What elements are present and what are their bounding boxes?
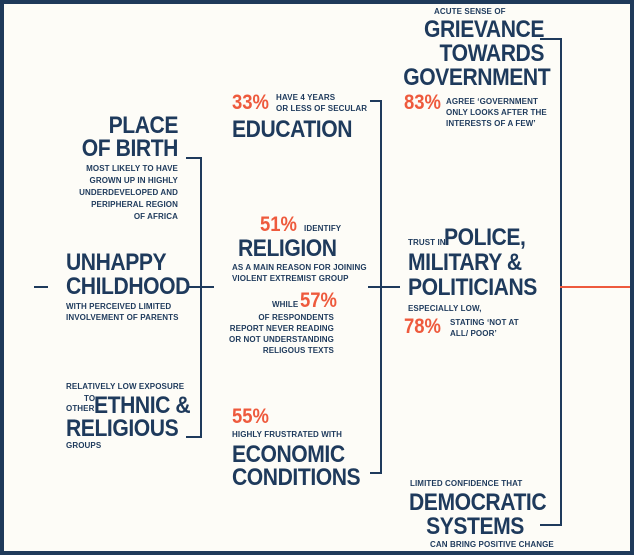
police-heading-2: MILITARY &	[408, 249, 522, 276]
religion-line2-1: OF RESPONDENTS	[258, 313, 334, 322]
connector-mid-out	[368, 286, 400, 288]
police-heading-3: POLITICIANS	[408, 274, 537, 301]
education-line-2: OR LESS OF SECULAR	[276, 104, 368, 113]
infographic-canvas: PLACE OF BIRTH MOST LIKELY TO HAVE GROWN…	[4, 4, 630, 551]
religion-line-2: VIOLENT EXTREMIST GROUP	[232, 274, 349, 283]
religion-identify: IDENTIFY	[304, 224, 342, 233]
religion-heading: RELIGION	[238, 235, 337, 262]
ethnic-to: TO	[84, 394, 96, 403]
economic-heading-2: CONDITIONS	[232, 464, 361, 491]
bracket-right-vertical	[560, 38, 562, 526]
childhood-line-1: WITH PERCEIVED LIMITED	[66, 302, 172, 311]
religion-line2-4: RELIGOUS TEXTS	[262, 346, 334, 355]
police-trust-in: TRUST IN	[408, 238, 446, 247]
ethnic-intro: RELATIVELY LOW EXPOSURE	[66, 382, 185, 391]
grievance-intro: ACUTE SENSE OF	[434, 7, 506, 16]
police-pct: 78%	[404, 315, 441, 338]
democratic-intro: LIMITED CONFIDENCE THAT	[410, 479, 523, 488]
economic-text: HIGHLY FRUSTRATED WITH	[232, 430, 343, 439]
grievance-heading-3: GOVERNMENT	[403, 64, 551, 91]
police-line-1: STATING ‘NOT AT	[450, 318, 519, 327]
place-of-birth-line-2: GROWN UP IN HIGHLY	[89, 176, 178, 185]
ethnic-heading-2: RELIGIOUS	[66, 415, 179, 442]
grievance-heading-2: TOWARDS	[439, 40, 545, 67]
religion-line-1: AS A MAIN REASON FOR JOINING	[232, 263, 367, 272]
bracket-right-bottom	[540, 524, 562, 526]
grievance-line-3: INTERESTS OF A FEW’	[446, 119, 536, 128]
childhood-line-2: INVOLVEMENT OF PARENTS	[66, 313, 179, 322]
connector-mid-in	[202, 286, 214, 288]
democratic-tail: CAN BRING POSITIVE CHANGE	[430, 540, 554, 549]
place-of-birth-line-4: PERIPHERAL REGION	[91, 200, 178, 209]
democratic-heading-2: SYSTEMS	[426, 513, 524, 540]
ethnic-tail: GROUPS	[66, 441, 102, 450]
education-pct: 33%	[232, 91, 269, 114]
economic-heading-1: ECONOMIC	[232, 441, 345, 468]
police-line-2: ALL/ POOR’	[450, 329, 497, 338]
religion-line2-3: OR NOT UNDERSTANDING	[229, 335, 334, 344]
place-of-birth-line-1: MOST LIKELY TO HAVE	[86, 164, 178, 173]
grievance-line-2: ONLY LOOKS AFTER THE	[446, 108, 547, 117]
police-especially: ESPECIALLY LOW,	[408, 304, 482, 313]
religion-pct: 51%	[260, 213, 297, 236]
bracket-right-top	[540, 38, 562, 40]
childhood-heading-1: UNHAPPY	[66, 249, 167, 276]
place-of-birth-heading-2: OF BIRTH	[81, 135, 179, 162]
bracket-left-bottom	[186, 436, 202, 438]
economic-pct: 55%	[232, 405, 269, 428]
education-heading: EDUCATION	[232, 116, 353, 143]
ethnic-heading-1: ETHNIC &	[94, 392, 191, 419]
bracket-mid-bottom	[370, 472, 382, 474]
religion-line2-2: REPORT NEVER READING	[229, 324, 334, 333]
ethnic-other: OTHER	[66, 404, 95, 413]
bracket-left-tick	[188, 286, 200, 288]
place-of-birth-line-3: UNDERDEVELOPED AND	[79, 188, 178, 197]
grievance-line-1: AGREE ‘GOVERNMENT	[446, 97, 538, 106]
education-line-1: HAVE 4 YEARS	[276, 93, 336, 102]
grievance-heading-1: GRIEVANCE	[423, 16, 544, 43]
place-of-birth-heading-1: PLACE	[108, 112, 179, 139]
grievance-pct: 83%	[404, 91, 441, 114]
bracket-mid-top	[370, 100, 382, 102]
connector-left-stub	[34, 286, 48, 288]
bracket-left-top	[186, 157, 202, 159]
bracket-left-vertical	[200, 157, 202, 438]
place-of-birth-line-5: OF AFRICA	[133, 212, 178, 221]
connector-right-out	[560, 286, 630, 288]
religion-while: WHILE	[272, 300, 299, 309]
childhood-heading-2: CHILDHOOD	[66, 273, 190, 300]
religion-pct2: 57%	[300, 289, 337, 312]
democratic-heading-1: DEMOCRATIC	[409, 489, 547, 516]
police-heading-1: POLICE,	[444, 224, 526, 251]
